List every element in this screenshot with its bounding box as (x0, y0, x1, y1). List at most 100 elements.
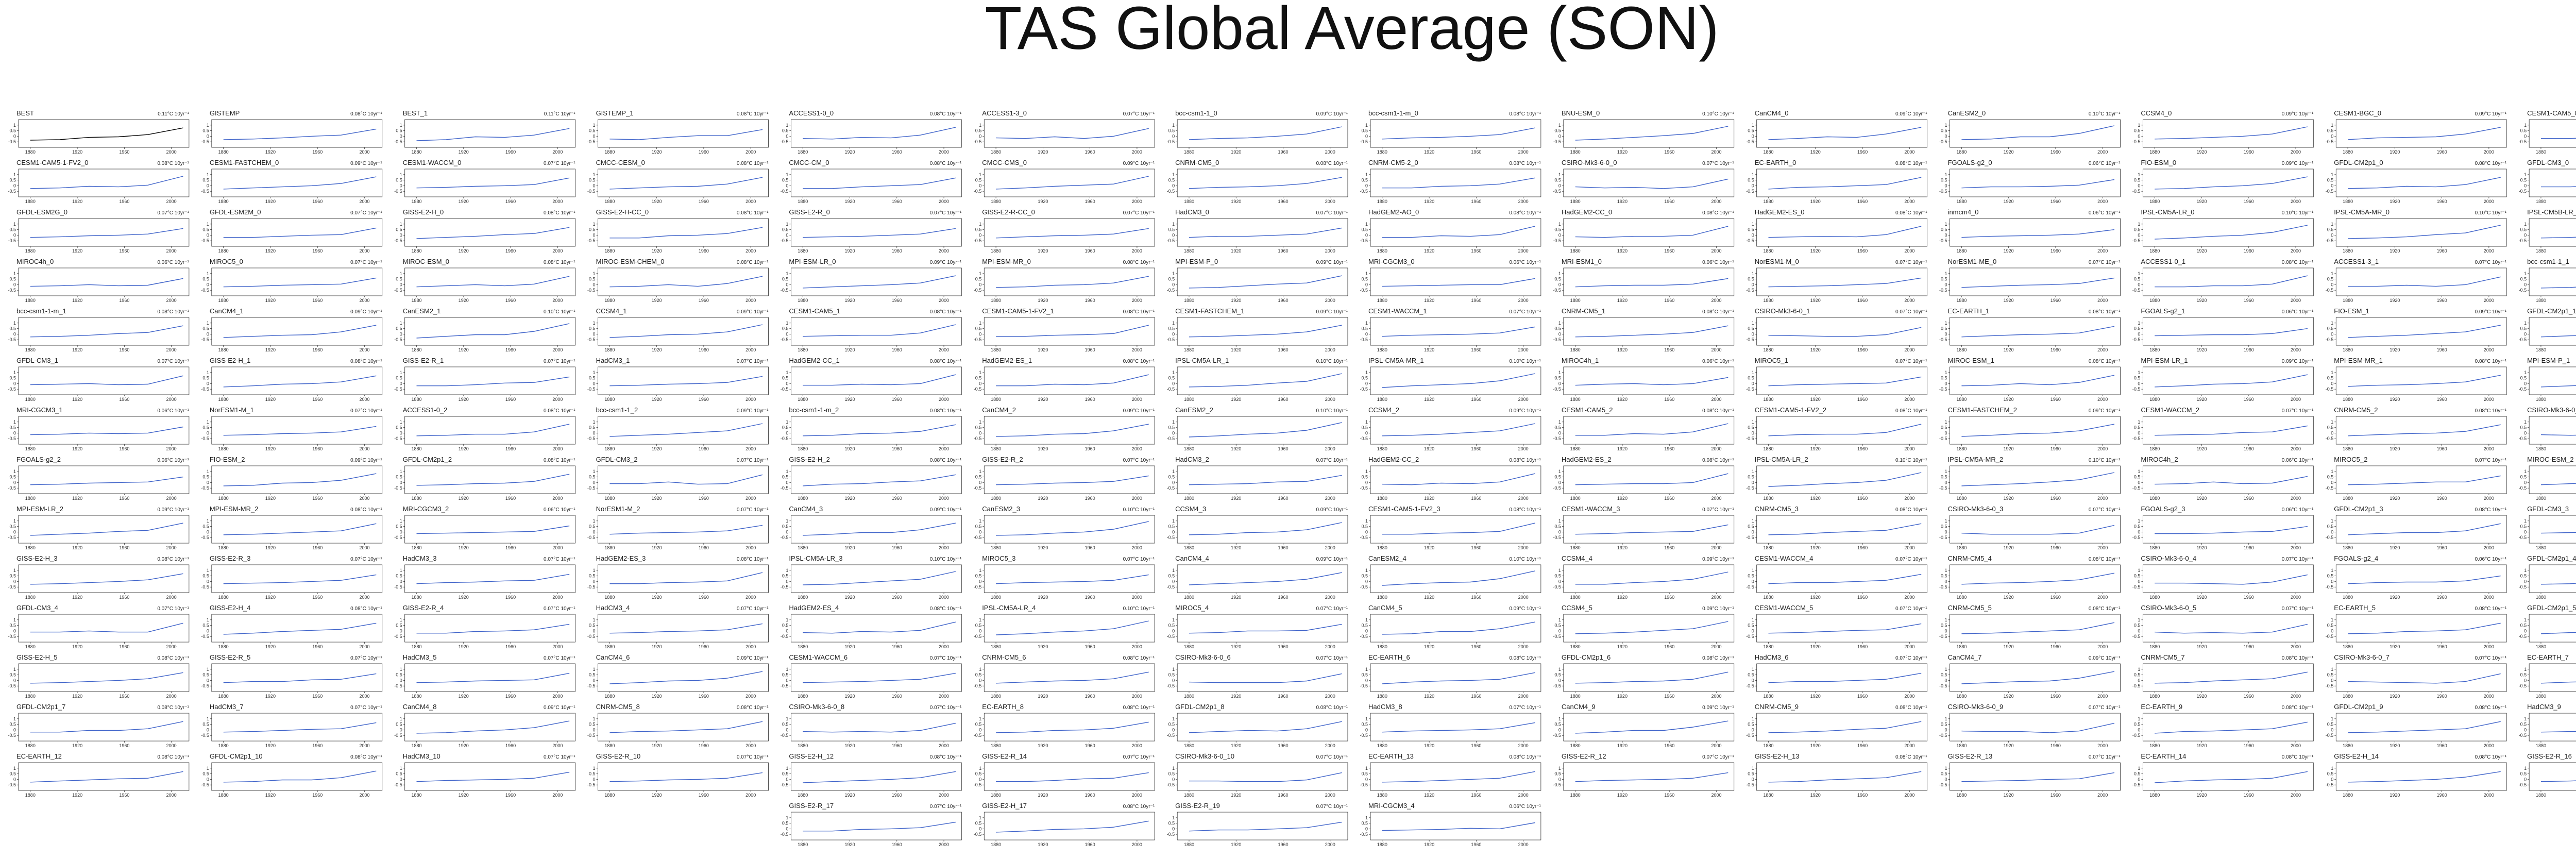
y-tick-label: -0.5 (8, 189, 16, 194)
panel: CSIRO-Mk3-6-0_7 0.07°C 10yr⁻¹-0.500.51188… (2326, 653, 2507, 699)
x-tick-label: 1960 (1085, 595, 1095, 600)
x-tick-label: 1960 (119, 298, 129, 303)
panel-title: CCSM4_1 (596, 307, 627, 315)
panel-trend: 0.07°C 10yr⁻¹ (1123, 210, 1155, 216)
y-tick-label: 1 (13, 667, 16, 672)
x-tick-label: 2000 (166, 199, 177, 204)
x-tick-label: 1880 (2343, 595, 2353, 600)
x-tick-label: 2000 (745, 149, 756, 155)
plot-frame (1370, 465, 1541, 494)
x-tick-label: 1920 (652, 446, 662, 451)
y-tick-label: -0.5 (2326, 634, 2334, 639)
x-tick-label: 1920 (1231, 298, 1241, 303)
y-tick-label: 1 (593, 123, 596, 128)
x-tick-label: 2000 (1325, 149, 1335, 155)
panel-title: CESM1-FASTCHEM_2 (1948, 406, 2017, 414)
plot-frame (2143, 169, 2314, 197)
plot-frame (2335, 416, 2507, 445)
series-line (1189, 475, 1342, 485)
panel-trend: 0.08°C 10yr⁻¹ (1509, 161, 1541, 166)
x-tick-label: 1960 (1278, 347, 1288, 352)
series-line (223, 673, 377, 683)
x-tick-label: 1960 (892, 446, 902, 451)
x-tick-label: 2000 (1711, 397, 1721, 402)
y-tick-label: 0.5 (9, 771, 16, 777)
x-tick-label: 1880 (1956, 644, 1967, 649)
x-tick-label: 1880 (1184, 446, 1194, 451)
y-tick-label: 0 (1752, 678, 1754, 683)
x-tick-label: 1880 (1377, 743, 1387, 748)
y-tick-label: 0.5 (202, 277, 209, 282)
y-tick-label: 1 (2138, 667, 2140, 672)
y-tick-label: 0 (1172, 628, 1175, 633)
x-tick-label: 1920 (72, 248, 82, 254)
panel-title: HadCM3_5 (403, 653, 437, 661)
series-line (2155, 225, 2308, 240)
x-tick-label: 2000 (1518, 842, 1529, 847)
x-tick-label: 1880 (2536, 545, 2546, 550)
panel-title: CCSM4_4 (1562, 554, 1592, 562)
x-tick-label: 1960 (2050, 347, 2061, 352)
x-tick-label: 1880 (2149, 644, 2160, 649)
x-tick-label: 2000 (2291, 644, 2301, 649)
x-tick-label: 1960 (1085, 793, 1095, 798)
series-line (2155, 721, 2308, 734)
panel-title: GISS-E2-R_1 (403, 357, 444, 364)
x-tick-label: 2000 (1132, 397, 1142, 402)
x-tick-label: 1920 (1038, 793, 1048, 798)
series-line (2541, 138, 2576, 139)
plot-frame (2143, 416, 2314, 445)
y-tick-label: -0.5 (1360, 386, 1368, 392)
x-tick-label: 1880 (1570, 644, 1581, 649)
panel-trend: 0.08°C 10yr⁻¹ (2089, 359, 2121, 364)
series-line (223, 325, 377, 338)
panel-trend: 0.10°C 10yr⁻¹ (1509, 359, 1541, 364)
x-tick-label: 1960 (2244, 496, 2254, 501)
x-tick-label: 1920 (2004, 298, 2014, 303)
y-tick-label: 1 (1945, 419, 1947, 425)
x-tick-label: 1880 (218, 743, 229, 748)
y-tick-label: 1 (1365, 617, 1368, 623)
x-tick-label: 1920 (1810, 248, 1821, 254)
plot-frame (2529, 416, 2576, 445)
x-tick-label: 1920 (2004, 446, 2014, 451)
x-tick-label: 1960 (1664, 644, 1674, 649)
y-tick-label: 1 (979, 271, 981, 276)
plot-frame (791, 564, 962, 593)
x-tick-label: 1880 (1570, 199, 1581, 204)
x-tick-label: 1880 (991, 842, 1001, 847)
y-tick-label: -0.5 (781, 683, 789, 688)
x-tick-label: 2000 (1518, 743, 1529, 748)
y-tick-label: -0.5 (974, 288, 982, 293)
y-tick-label: 1 (593, 222, 596, 227)
y-tick-label: 0.5 (1748, 326, 1754, 331)
x-tick-label: 1880 (1184, 199, 1194, 204)
y-tick-label: -0.5 (1167, 238, 1175, 243)
y-tick-label: 1 (1752, 222, 1754, 227)
y-tick-label: 0 (1752, 628, 1754, 633)
y-tick-label: 0.5 (1941, 326, 1947, 331)
y-tick-label: -0.5 (974, 733, 982, 738)
y-tick-label: -0.5 (587, 139, 596, 144)
series-line (1768, 771, 1922, 783)
plot-frame (2335, 169, 2507, 197)
y-tick-label: -0.5 (2326, 139, 2334, 144)
x-tick-label: 2000 (552, 694, 563, 699)
y-tick-label: 0.5 (975, 821, 982, 826)
x-tick-label: 1960 (1085, 149, 1095, 155)
y-tick-label: -0.5 (8, 782, 16, 787)
y-tick-label: 0.5 (2327, 425, 2334, 430)
plot-frame (18, 564, 190, 593)
series-line (609, 227, 763, 239)
x-tick-label: 2000 (2484, 248, 2494, 254)
x-tick-label: 1960 (119, 397, 129, 402)
plot-frame (1370, 416, 1541, 445)
series-line (803, 821, 956, 832)
y-tick-label: 0.5 (1748, 475, 1754, 480)
